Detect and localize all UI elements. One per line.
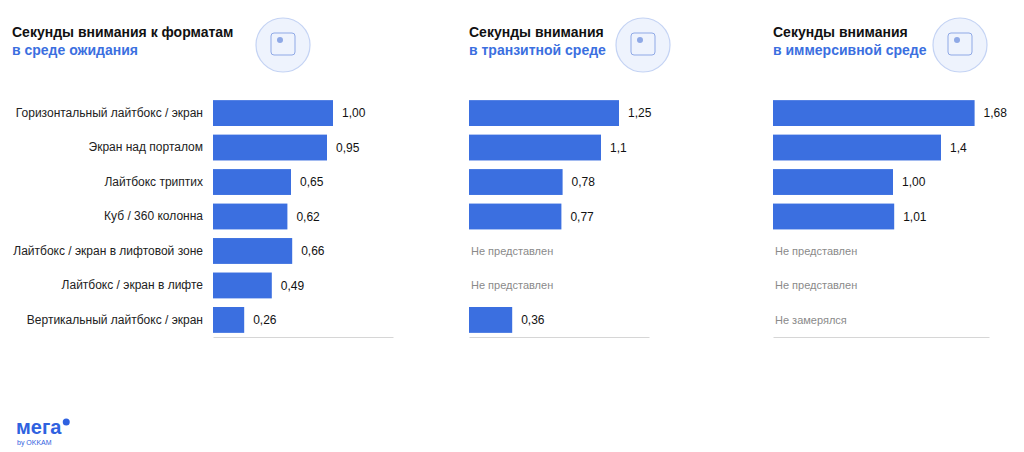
bar [213,169,291,195]
panel: 1,68 1,4 1,00 1,01 Не представлен Не представ… [773,100,1007,337]
bar [773,100,975,126]
data-label: 0,26 [253,313,277,327]
x-axis-line [774,337,990,338]
y-tick-label: Куб / 360 колонна [104,209,203,223]
y-tick-label: Горизонтальный лайтбокс / экран [16,106,203,120]
bars [469,100,619,333]
y-tick-label: Лайтбокс / экран в лифтовой зоне [13,244,203,258]
x-axis-line [214,337,394,338]
y-tick-label: Лайтбокс / экран в лифте [62,278,204,292]
bar [469,135,601,161]
data-label: 0,36 [521,313,545,327]
y-tick-label: Лайтбокс триптих [104,175,203,189]
bar [213,100,333,126]
y-tick: Горизонтальный лайтбокс / экран [16,106,213,120]
bar [773,204,894,230]
data-label: 1,25 [628,106,652,120]
y-axis: Горизонтальный лайтбокс / экран Экран над… [13,106,213,327]
icon-figure [954,37,960,43]
missing-label: Не представлен [775,279,857,291]
bar [213,273,272,299]
data-label: 1,4 [950,141,967,155]
panel-title: Секунды внимания [469,24,604,40]
y-tick: Экран над порталом [89,140,214,154]
bars [213,100,333,333]
missing-label: Не представлен [471,245,553,257]
data-label: 1,01 [903,210,927,224]
data-label: 1,00 [902,175,926,189]
bar [213,307,244,333]
data-label: 1,1 [610,141,627,155]
panel-title: Секунды внимания [773,24,908,40]
y-tick: Лайтбокс триптих [104,175,213,189]
bar [773,169,893,195]
y-tick: Вертикальный лайтбокс / экран [27,313,213,327]
panel-icon [933,18,987,72]
panel: Горизонтальный лайтбокс / экран Экран над… [13,100,393,337]
bar [213,238,292,264]
panel-subtitle: в среде ожидания [12,42,138,58]
data-label: 0,78 [572,175,596,189]
missing-label: Не представлен [775,245,857,257]
data-label: 0,66 [301,244,325,258]
data-labels: 1,25 1,1 0,78 0,77 Не представлен Не представ… [471,106,652,327]
x-axis-line [470,337,650,338]
icon-shape [948,33,972,55]
data-labels: 1,68 1,4 1,00 1,01 Не представлен Не представ… [775,106,1007,326]
x-axis [470,337,650,338]
logo-byline: by OKKAM [17,439,52,447]
bar [469,169,563,195]
data-label: 1,00 [342,106,366,120]
chart-canvas: Секунды внимания к форматам в среде ожида… [0,0,1024,452]
data-label: 0,95 [336,141,360,155]
logo-dot [63,419,70,426]
bar [469,100,619,126]
panel-subtitle: в транзитной среде [469,42,606,58]
bar [773,135,941,161]
panel-icon [616,18,670,72]
icon-circle [256,18,310,72]
data-labels: 1,00 0,95 0,65 0,62 0,66 0,49 0,26 [253,106,365,327]
x-axis [214,337,394,338]
x-axis [774,337,990,338]
y-tick-label: Вертикальный лайтбокс / экран [27,313,203,327]
data-label: 0,62 [296,210,320,224]
bar [213,204,287,230]
data-label: 0,77 [570,210,594,224]
bar [213,135,327,161]
bars [773,100,975,229]
y-tick: Лайтбокс / экран в лифтовой зоне [13,244,213,258]
bar [469,204,561,230]
y-tick: Куб / 360 колонна [104,209,213,223]
data-label: 0,65 [300,175,324,189]
missing-label: Не замерялся [775,314,847,326]
icon-figure [277,37,283,43]
y-tick-label: Экран над порталом [89,140,204,154]
data-label: 1,68 [984,106,1008,120]
bar [469,307,512,333]
logo: мега [16,416,62,438]
icon-shape [631,33,655,55]
icon-circle [616,18,670,72]
data-label: 0,49 [281,279,305,293]
panel-title: Секунды внимания к форматам [12,24,233,40]
icon-shape [271,33,295,55]
panel-icon [256,18,310,72]
panel-subtitle: в иммерсивной среде [773,42,927,58]
icon-figure [637,37,643,43]
panel: 1,25 1,1 0,78 0,77 Не представлен Не представ… [469,100,652,337]
missing-label: Не представлен [471,279,553,291]
y-tick: Лайтбокс / экран в лифте [62,278,213,292]
icon-circle [933,18,987,72]
